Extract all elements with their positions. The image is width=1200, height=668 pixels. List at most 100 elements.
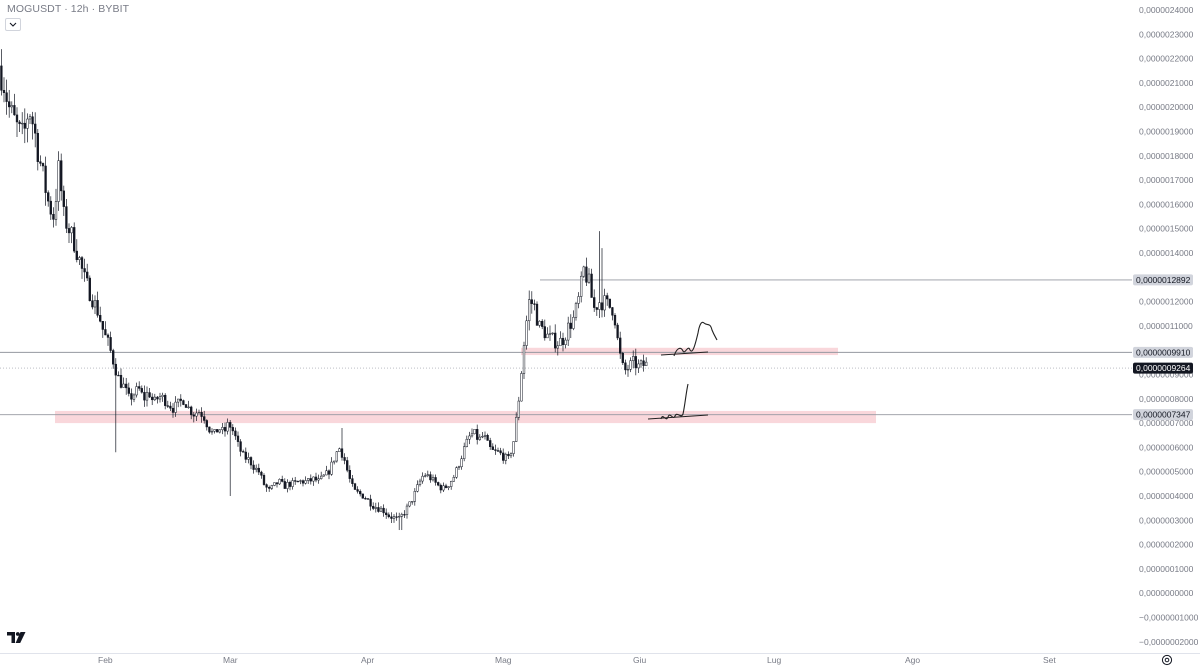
candle-body — [587, 273, 591, 283]
candle-body — [23, 122, 26, 129]
candle-body — [522, 345, 526, 374]
collapse-legend-button[interactable] — [5, 18, 21, 31]
candle-body — [561, 337, 565, 345]
candle-body — [476, 429, 479, 440]
price-label-text: 0,0000009264 — [1136, 363, 1191, 373]
candle-body — [119, 374, 123, 388]
candle-body — [400, 514, 403, 517]
candle-body — [257, 467, 260, 473]
price-tick-label: 0,0000014000 — [1139, 248, 1194, 258]
candle-body — [41, 163, 45, 167]
candle-body — [275, 482, 279, 485]
candle-body — [135, 386, 138, 396]
candle-body — [538, 320, 541, 326]
candle-body — [286, 482, 289, 489]
candle-body — [600, 302, 604, 311]
candle-body — [205, 420, 208, 428]
candle-body — [171, 407, 175, 413]
candle-body — [418, 480, 422, 485]
candle-body — [49, 200, 52, 215]
candle-body — [73, 227, 76, 252]
candle-body — [200, 412, 203, 417]
candle-body — [512, 441, 515, 454]
candle-body — [437, 482, 440, 486]
candle-body — [190, 406, 193, 416]
candle-body — [192, 414, 195, 417]
candle-body — [356, 489, 359, 492]
candle-body — [78, 257, 81, 260]
price-tick-label: 0,0000002000 — [1139, 540, 1194, 550]
candle-body — [520, 373, 523, 402]
price-tick-label: 0,0000008000 — [1139, 394, 1194, 404]
level-price-badge — [1133, 409, 1193, 421]
candle-body — [359, 491, 362, 495]
candle-body — [26, 118, 29, 129]
candle-body — [608, 298, 611, 308]
candle-body — [338, 448, 341, 453]
candle-body — [320, 475, 323, 479]
candle-body — [374, 507, 377, 509]
price-tick-label: 0,0000003000 — [1139, 515, 1194, 525]
candle-body — [564, 339, 567, 345]
candle-body — [299, 480, 302, 482]
candle-body — [106, 334, 110, 338]
candle-body — [473, 429, 476, 435]
candle-body — [634, 356, 637, 369]
candle-body — [122, 383, 125, 388]
candle-body — [335, 451, 338, 462]
gear-icon[interactable] — [1161, 654, 1173, 666]
price-tick-label: 0,0000019000 — [1139, 127, 1194, 137]
candle-body — [21, 122, 24, 125]
candle-body — [221, 427, 224, 431]
candle-body — [613, 314, 617, 326]
candle-body — [460, 458, 463, 468]
candle-body — [567, 322, 570, 341]
candle-body — [333, 460, 336, 463]
candle-body — [80, 257, 84, 269]
candle-body — [502, 452, 505, 461]
candle-body — [309, 478, 312, 482]
candle-body — [70, 227, 73, 234]
candle-body — [398, 516, 401, 518]
candle-body — [249, 457, 253, 466]
candle-body — [569, 322, 572, 329]
price-tick-label: 0,0000005000 — [1139, 467, 1194, 477]
candle-body — [203, 416, 206, 421]
price-tick-label: 0,0000023000 — [1139, 29, 1194, 39]
candle-body — [8, 101, 11, 108]
candle-body — [304, 480, 307, 484]
candle-body — [307, 478, 310, 481]
candle-body — [348, 470, 351, 479]
time-tick-label: Giu — [633, 655, 647, 665]
price-tick-label: 0,0000016000 — [1139, 199, 1194, 209]
candle-body — [93, 300, 97, 308]
candle-body — [143, 391, 146, 401]
candle-body — [372, 505, 375, 509]
candle-body — [210, 430, 214, 433]
candle-body — [39, 161, 42, 164]
price-tick-label: 0,0000011000 — [1139, 321, 1193, 331]
tradingview-logo — [7, 632, 26, 643]
candle-body — [489, 440, 492, 447]
candle-body — [507, 453, 510, 457]
price-tick-label: 0,0000015000 — [1139, 224, 1194, 234]
candle-body — [442, 485, 445, 491]
candle-body — [60, 160, 63, 192]
candle-body — [169, 405, 172, 409]
candle-body — [413, 491, 416, 502]
candle-body — [525, 320, 528, 346]
price-tick-label: 0,0000024000 — [1139, 5, 1194, 15]
candle-body — [364, 498, 367, 500]
candle-body — [52, 213, 55, 220]
price-tick-label: 0,0000021000 — [1139, 78, 1194, 88]
candle-body — [31, 116, 34, 125]
symbol-title: MOGUSDT · 12h · BYBIT — [7, 3, 130, 15]
candle-body — [239, 441, 242, 452]
candle-body — [395, 516, 398, 518]
level-price-badge — [1133, 274, 1193, 286]
candle-body — [556, 345, 559, 349]
candle-body — [13, 105, 16, 116]
candle-body — [161, 394, 164, 397]
candle-body — [343, 457, 346, 461]
